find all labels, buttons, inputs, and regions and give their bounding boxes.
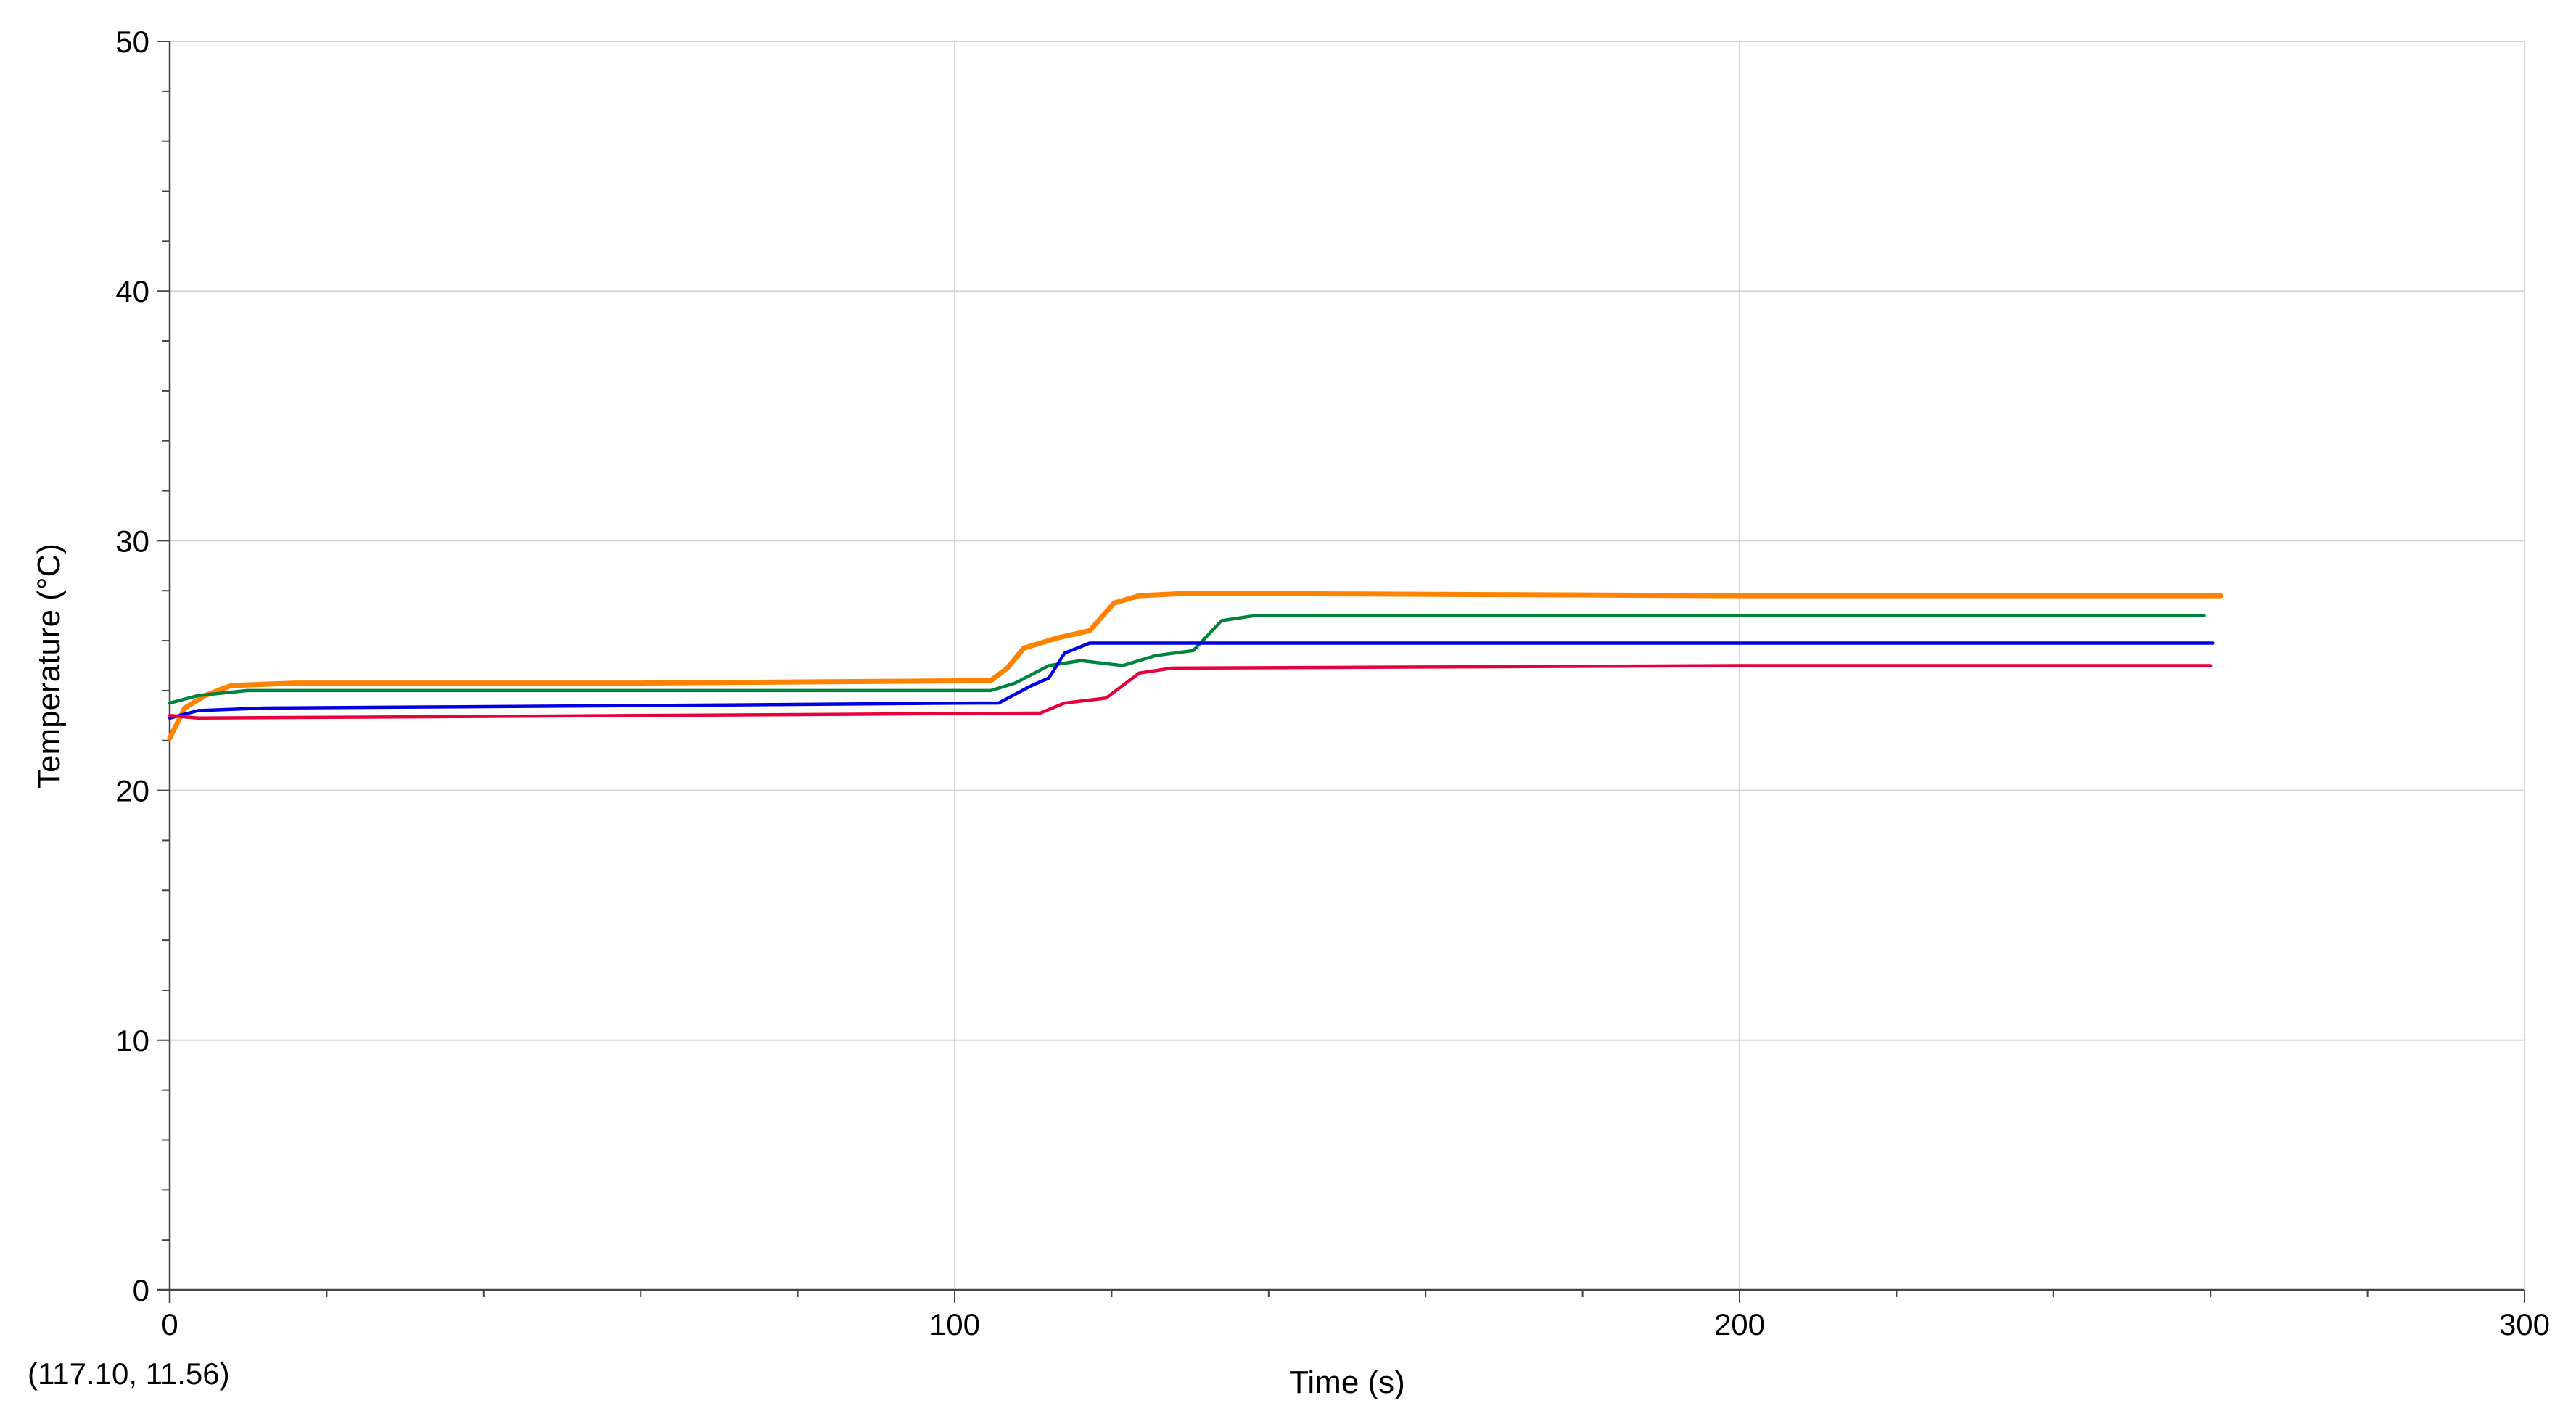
coordinate-readout: (117.10, 11.56) — [28, 1357, 230, 1391]
x-axis-title: Time (s) — [1289, 1365, 1405, 1400]
y-tick-label: 20 — [115, 774, 149, 808]
x-tick-label: 100 — [929, 1307, 980, 1341]
y-tick-label: 50 — [115, 25, 149, 59]
x-tick-label: 200 — [1714, 1307, 1765, 1341]
x-tick-label: 300 — [2499, 1307, 2550, 1341]
series-line-1[interactable] — [167, 591, 2223, 741]
y-tick-label: 40 — [115, 274, 149, 308]
series-lines[interactable] — [167, 591, 2223, 741]
y-tick-label: 0 — [133, 1273, 149, 1307]
axis-ticks — [157, 41, 2525, 1303]
y-axis-title: Temperature (°C) — [31, 543, 67, 789]
series-line-3[interactable] — [168, 641, 2215, 720]
series-line-2[interactable] — [168, 614, 2206, 705]
y-tick-label: 10 — [115, 1024, 149, 1058]
y-tick-label: 30 — [115, 524, 149, 558]
tick-labels: 0 100 200 300 0 10 20 30 40 50 — [115, 25, 2550, 1341]
series-line-4[interactable] — [168, 664, 2213, 720]
x-tick-label: 0 — [161, 1307, 178, 1341]
